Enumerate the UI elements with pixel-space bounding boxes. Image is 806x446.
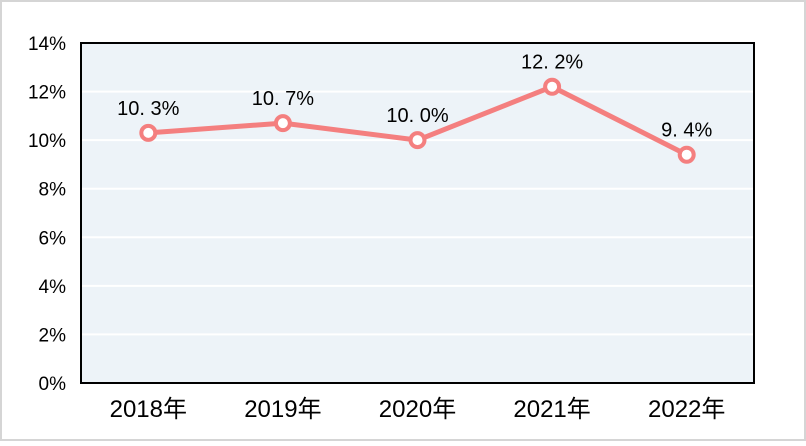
plot-area <box>81 43 754 383</box>
data-point-label: 10. 0% <box>386 105 448 127</box>
data-point-label: 10. 7% <box>252 88 314 110</box>
data-point-markers <box>139 77 696 164</box>
data-point-marker <box>543 77 562 96</box>
x-tick-label: 2019年 <box>244 396 321 423</box>
y-tick-label: 10% <box>28 131 66 152</box>
x-tick-label: 2021年 <box>513 396 590 423</box>
y-tick-label: 12% <box>28 83 66 104</box>
gridlines <box>81 90 754 336</box>
y-tick-label: 6% <box>39 228 67 249</box>
data-point-marker <box>677 145 696 164</box>
data-point-marker <box>139 123 158 142</box>
y-tick-label: 8% <box>39 180 67 201</box>
y-tick-label: 14% <box>28 34 66 55</box>
data-point-marker <box>273 114 292 133</box>
x-tick-label: 2018年 <box>110 396 187 423</box>
y-axis-tick-labels: 0% 2% 4% 6% 8% 10% 12% 14% <box>28 34 66 395</box>
plot-border <box>80 42 755 384</box>
data-point-label: 10. 3% <box>117 98 179 120</box>
y-tick-label: 0% <box>39 374 67 395</box>
data-point-label: 12. 2% <box>521 52 583 74</box>
x-axis-tick-labels: 2018年 2019年 2020年 2021年 2022年 <box>110 396 726 423</box>
x-tick-label: 2022年 <box>648 396 725 423</box>
data-point-label: 9. 4% <box>661 120 712 142</box>
y-tick-label: 2% <box>39 325 67 346</box>
data-point-marker <box>408 131 427 150</box>
x-tick-label: 2020年 <box>379 396 456 423</box>
y-tick-label: 4% <box>39 277 67 298</box>
data-point-labels: 10. 3% 10. 7% 10. 0% 12. 2% 9. 4% <box>117 52 712 142</box>
